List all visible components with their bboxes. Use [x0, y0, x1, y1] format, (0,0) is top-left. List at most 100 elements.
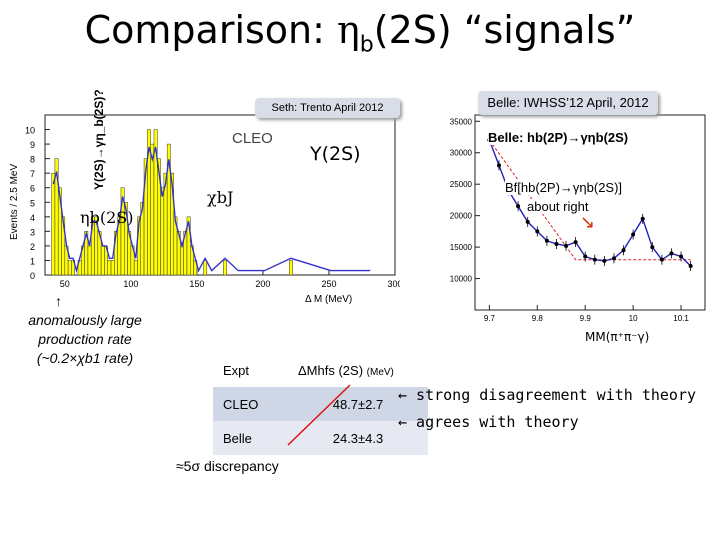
belle-point	[583, 254, 588, 259]
cleo-bar	[100, 245, 105, 276]
belle-point	[631, 232, 636, 237]
left-note-line3: (~0.2×χb1 rate)	[36, 350, 134, 366]
belle-xtick-label: 10	[629, 314, 638, 323]
belle-point	[525, 219, 530, 224]
cleo-xtick-label: 150	[189, 279, 204, 289]
cleo-ylabel: Events / 2.5 MeV	[9, 164, 20, 240]
belle-caption-text: Belle: IWHSS’12 April, 2012	[487, 95, 649, 110]
cleo-xtick-label: 250	[321, 279, 336, 289]
belle-point	[640, 216, 645, 221]
cleo-fit-line	[52, 146, 371, 274]
cleo-ytick-label: 5	[30, 198, 35, 208]
note-cleo: ← strong disagreement with theory	[398, 386, 697, 404]
belle-point	[516, 204, 521, 209]
header-expt: Expt	[223, 362, 250, 378]
belle-plot: 10000 15000 20000 25000 30000 35000 9.7 9.8 9.9 1…	[440, 105, 710, 330]
belle-xtick-label: 9.7	[484, 314, 496, 323]
cleo-caption-text: Seth: Trento April 2012	[271, 102, 384, 114]
belle-plot-frame	[474, 114, 706, 311]
cleo-bar	[133, 260, 138, 276]
title-prefix: Comparison:	[84, 8, 338, 52]
belle-point	[535, 229, 540, 234]
belle-ytick-label: 20000	[450, 212, 473, 221]
belle-background-line	[488, 139, 691, 261]
cleo-name: CLEO	[232, 130, 273, 147]
header-unit: (MeV)	[366, 366, 394, 378]
cleo-bar	[67, 260, 72, 276]
belle-point	[544, 238, 549, 243]
cleo-ytick-label: 4	[30, 213, 35, 223]
title-eta: η	[337, 8, 360, 52]
cleo-xtick-label: 50	[60, 279, 70, 289]
cleo-ytick-label: 8	[30, 155, 35, 165]
belle-point	[669, 251, 674, 256]
left-note: ↑ anomalously large production rate (~0.…	[10, 292, 160, 368]
belle-point	[554, 241, 559, 246]
cleo-xtick-label: 200	[255, 279, 270, 289]
belle-label: Belle: hb(2P)→γηb(2S)	[488, 130, 629, 145]
cleo-plot: Events / 2.5 MeV 0 1 2 3 4 5 6 7 8 9 10 50 100 150 200 2…	[5, 105, 403, 305]
discrepancy-text: ≈5σ discrepancy	[176, 458, 279, 474]
title-rest: (2S) “signals”	[373, 8, 636, 52]
row-value: 48.7±2.7	[332, 396, 384, 412]
belle-point	[592, 257, 597, 262]
discrepancy-cross	[287, 384, 351, 446]
belle-bf-arrow: ↘	[580, 212, 596, 233]
cleo-ytick-label: 2	[30, 242, 35, 252]
note-belle: ← agrees with theory	[398, 413, 579, 431]
belle-ytick-label: 35000	[450, 117, 473, 126]
belle-point	[688, 263, 693, 268]
belle-ytick-label: 10000	[450, 275, 473, 284]
cleo-bar	[160, 187, 165, 276]
cleo-etab-label: ηb(2S)	[80, 208, 134, 227]
row-expt: Belle	[223, 430, 252, 446]
cleo-xtick-label: 300	[387, 279, 400, 289]
cleo-chibj-label: χbJ	[207, 188, 234, 207]
belle-point	[659, 257, 664, 262]
cleo-xtick-label: 100	[123, 279, 138, 289]
cleo-upsilon-label: Υ(2S)	[310, 143, 361, 165]
belle-ytick-label: 15000	[450, 243, 473, 252]
belle-fit-line	[488, 139, 692, 267]
cleo-ytick-label: 9	[30, 140, 35, 150]
table-header-row: Expt ΔMhfs (2S) (MeV)	[213, 353, 428, 387]
cleo-ytick-label: 3	[30, 227, 35, 237]
cleo-caption: Seth: Trento April 2012	[255, 98, 400, 118]
cleo-bar	[289, 260, 293, 276]
belle-ytick-label: 25000	[450, 180, 473, 189]
cleo-bar	[87, 245, 92, 276]
cleo-ytick-label: 1	[30, 256, 35, 266]
cleo-plot-frame	[44, 114, 396, 276]
cleo-ytick-label: 0	[30, 271, 35, 281]
row-value: 24.3±4.3	[332, 430, 384, 446]
belle-point	[602, 258, 607, 263]
cleo-bar	[51, 172, 56, 276]
cleo-ytick-label: 6	[30, 184, 35, 194]
cleo-ytick-label: 7	[30, 169, 35, 179]
belle-bf-line2: about right	[527, 199, 589, 214]
belle-point	[564, 243, 569, 248]
row-expt: CLEO	[223, 396, 259, 412]
belle-ytick-label: 30000	[450, 149, 473, 158]
comparison-table: Expt ΔMhfs (2S) (MeV) CLEO 48.7±2.7 Bell…	[213, 353, 428, 455]
slide-title: Comparison: ηb(2S) “signals”	[0, 8, 720, 58]
belle-bf-line1: Bf[hb(2P)→γηb(2S)]	[505, 180, 623, 195]
left-note-line1: anomalously large	[28, 312, 142, 328]
belle-point	[679, 254, 684, 259]
left-note-line2: production rate	[38, 331, 132, 347]
belle-xtick-label: 9.8	[532, 314, 544, 323]
belle-point	[621, 248, 626, 253]
belle-xlabel: MM(π⁺π⁻γ)	[585, 330, 650, 344]
belle-xtick-label: 10.1	[673, 314, 689, 323]
belle-point	[650, 245, 655, 250]
cleo-chart: Events / 2.5 MeV 0 1 2 3 4 5 6 7 8 9 10 50 100 150 200 2…	[9, 114, 403, 305]
table-row: CLEO 48.7±2.7	[213, 387, 428, 421]
cleo-bar	[150, 143, 155, 276]
cleo-ytick-label: 10	[25, 126, 35, 136]
table-row: Belle 24.3±4.3	[213, 421, 428, 455]
header-deltam: ΔMhfs (2S)	[298, 362, 364, 378]
belle-chart: 10000 15000 20000 25000 30000 35000 9.7 9.8 9.9 1…	[450, 114, 706, 323]
belle-point	[573, 240, 578, 245]
left-note-arrow: ↑	[55, 293, 62, 309]
cleo-bar	[107, 260, 112, 276]
